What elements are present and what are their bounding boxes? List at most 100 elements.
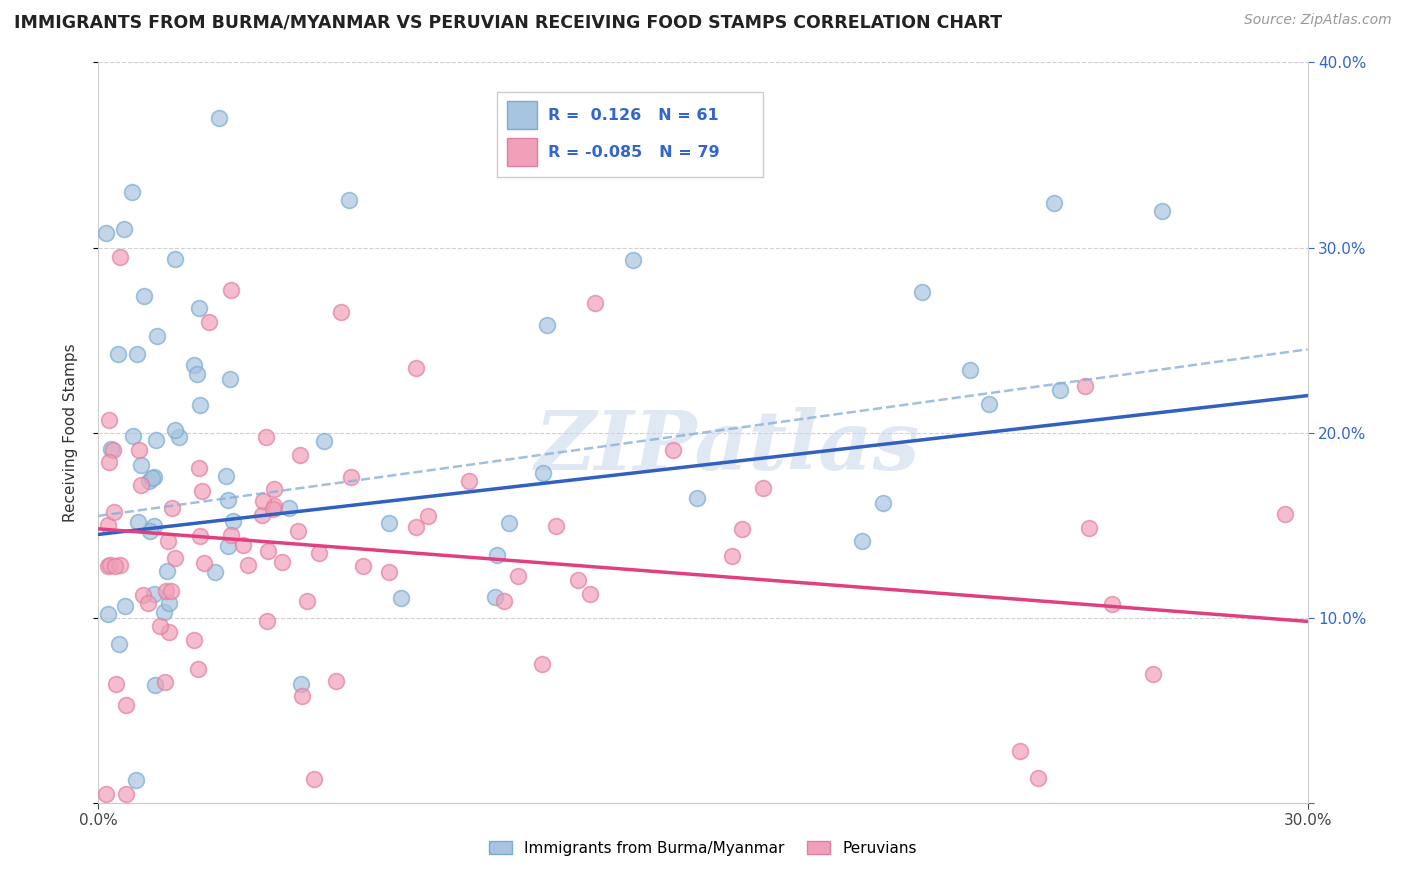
Point xyxy=(263,500,285,514)
Point xyxy=(186,367,208,381)
Point xyxy=(219,283,242,297)
Point xyxy=(183,358,205,372)
Point xyxy=(731,522,754,536)
Point xyxy=(271,555,294,569)
Point xyxy=(127,516,149,530)
Point xyxy=(101,442,124,457)
Point xyxy=(141,471,163,485)
Point xyxy=(128,442,150,457)
Point xyxy=(107,637,129,651)
Point xyxy=(530,657,553,671)
Point xyxy=(262,502,284,516)
Text: R = -0.085   N = 79: R = -0.085 N = 79 xyxy=(548,145,720,160)
Point xyxy=(263,482,285,496)
Point xyxy=(498,516,520,530)
Point xyxy=(1042,196,1064,211)
Point xyxy=(183,633,205,648)
Point xyxy=(110,558,132,572)
Point xyxy=(290,677,312,691)
Point xyxy=(142,519,165,533)
Point xyxy=(155,583,177,598)
Point xyxy=(295,594,318,608)
Point xyxy=(278,501,301,516)
Point xyxy=(114,599,136,613)
Point xyxy=(188,398,211,412)
Point xyxy=(163,252,186,266)
Point xyxy=(389,591,412,606)
Point xyxy=(308,546,330,560)
Point xyxy=(143,678,166,692)
Point xyxy=(97,607,120,621)
Point xyxy=(219,528,242,542)
Point xyxy=(416,508,439,523)
Point xyxy=(1049,384,1071,398)
FancyBboxPatch shape xyxy=(508,101,537,129)
Point xyxy=(167,430,190,444)
Point xyxy=(96,787,118,801)
Point xyxy=(122,429,145,443)
Point xyxy=(107,347,129,361)
Point xyxy=(219,372,242,386)
Point xyxy=(567,574,589,588)
Point xyxy=(352,559,374,574)
Point xyxy=(405,361,427,376)
Point xyxy=(484,590,506,604)
Point xyxy=(112,222,135,236)
Point xyxy=(156,564,179,578)
Y-axis label: Receiving Food Stamps: Receiving Food Stamps xyxy=(63,343,77,522)
Point xyxy=(536,318,558,333)
Point xyxy=(188,528,211,542)
Point xyxy=(207,111,229,125)
Point xyxy=(250,508,273,522)
Point xyxy=(98,454,121,468)
Point xyxy=(187,663,209,677)
Point xyxy=(485,549,508,563)
Point xyxy=(157,596,180,610)
Point xyxy=(103,506,125,520)
Point xyxy=(405,520,427,534)
Point xyxy=(132,289,155,303)
Point xyxy=(302,772,325,786)
Point xyxy=(143,587,166,601)
Point xyxy=(153,605,176,619)
Point xyxy=(105,677,128,691)
Point xyxy=(188,460,211,475)
Point xyxy=(254,430,277,444)
Point xyxy=(1074,379,1097,393)
Point xyxy=(125,347,148,361)
Point xyxy=(236,558,259,573)
Point xyxy=(163,550,186,565)
Point xyxy=(287,524,309,539)
Point xyxy=(910,285,932,299)
Point xyxy=(143,470,166,484)
Point xyxy=(1101,597,1123,611)
Point xyxy=(231,538,253,552)
Point xyxy=(325,673,347,688)
Point xyxy=(1142,666,1164,681)
FancyBboxPatch shape xyxy=(508,138,537,166)
Point xyxy=(291,690,314,704)
Point xyxy=(256,544,278,558)
Point xyxy=(145,434,167,448)
Point xyxy=(160,584,183,599)
Point xyxy=(193,556,215,570)
Point xyxy=(544,518,567,533)
Point xyxy=(138,524,160,539)
Text: Source: ZipAtlas.com: Source: ZipAtlas.com xyxy=(1244,13,1392,28)
Point xyxy=(851,533,873,548)
Point xyxy=(187,301,209,316)
Point xyxy=(330,305,353,319)
Point xyxy=(494,594,516,608)
Point xyxy=(97,558,120,573)
Point xyxy=(157,624,180,639)
Point xyxy=(121,185,143,199)
Point xyxy=(579,587,602,601)
Point xyxy=(1078,521,1101,535)
Point xyxy=(217,493,239,508)
Point xyxy=(1150,204,1173,219)
Text: IMMIGRANTS FROM BURMA/MYANMAR VS PERUVIAN RECEIVING FOOD STAMPS CORRELATION CHAR: IMMIGRANTS FROM BURMA/MYANMAR VS PERUVIA… xyxy=(14,13,1002,31)
Point xyxy=(138,474,160,488)
Point xyxy=(662,443,685,458)
Point xyxy=(621,252,644,267)
Point xyxy=(129,477,152,491)
